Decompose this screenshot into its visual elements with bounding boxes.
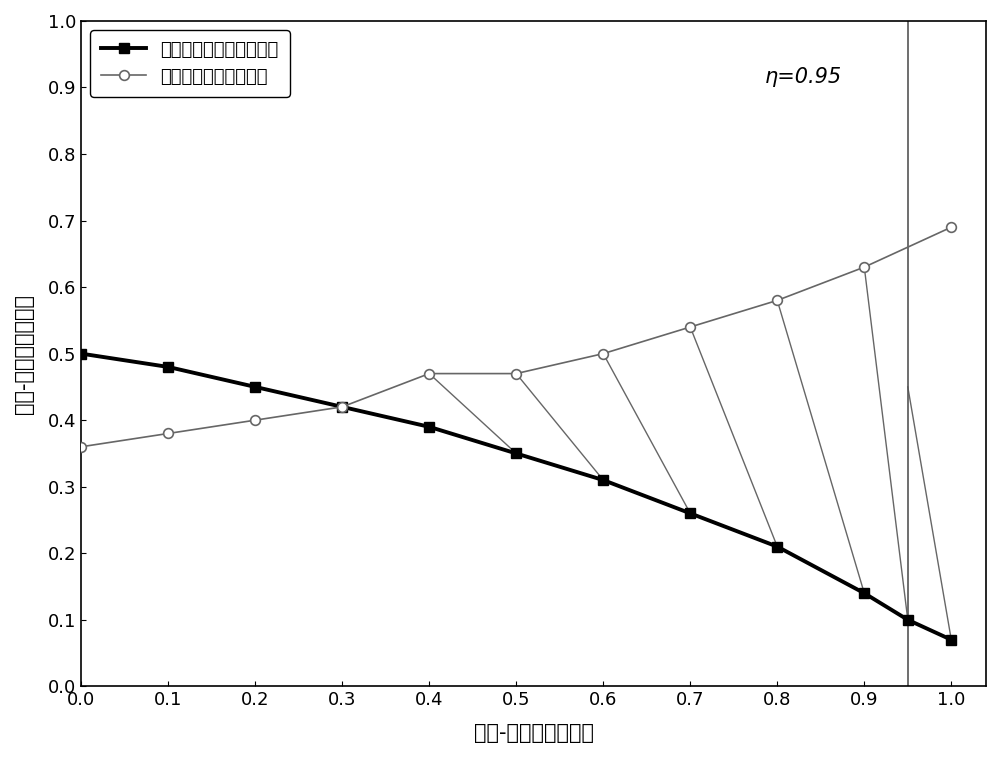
燃油出口温度约束边界 <box>336 402 348 411</box>
封严气出口温度约束边界 <box>945 635 957 644</box>
封严气出口温度约束边界 <box>162 363 174 372</box>
封严气出口温度约束边界 <box>858 589 870 598</box>
X-axis label: 空气-空气换热器效能: 空气-空气换热器效能 <box>474 723 594 743</box>
封严气出口温度约束边界 <box>771 542 783 551</box>
燃油出口温度约束边界 <box>249 416 261 425</box>
燃油出口温度约束边界 <box>771 296 783 305</box>
燃油出口温度约束边界 <box>945 223 957 232</box>
封严气出口温度约束边界 <box>684 509 696 518</box>
Legend: 封严气出口温度约束边界, 燃油出口温度约束边界: 封严气出口温度约束边界, 燃油出口温度约束边界 <box>90 30 290 97</box>
封严气出口温度约束边界 <box>249 382 261 391</box>
封严气出口温度约束边界 <box>597 475 609 484</box>
燃油出口温度约束边界 <box>597 349 609 358</box>
封严气出口温度约束边界 <box>423 422 435 431</box>
燃油出口温度约束边界 <box>684 322 696 332</box>
封严气出口温度约束边界 <box>75 349 87 358</box>
Text: η=0.95: η=0.95 <box>764 67 842 88</box>
Line: 燃油出口温度约束边界: 燃油出口温度约束边界 <box>76 223 956 452</box>
燃油出口温度约束边界 <box>858 263 870 272</box>
燃油出口温度约束边界 <box>162 429 174 438</box>
燃油出口温度约束边界 <box>423 369 435 378</box>
Y-axis label: 空气-燃油换热器效能: 空气-燃油换热器效能 <box>14 294 34 413</box>
封严气出口温度约束边界 <box>336 402 348 411</box>
燃油出口温度约束边界 <box>75 442 87 451</box>
封严气出口温度约束边界 <box>902 615 914 625</box>
燃油出口温度约束边界 <box>510 369 522 378</box>
Line: 封严气出口温度约束边界: 封严气出口温度约束边界 <box>76 349 956 645</box>
封严气出口温度约束边界 <box>510 449 522 458</box>
